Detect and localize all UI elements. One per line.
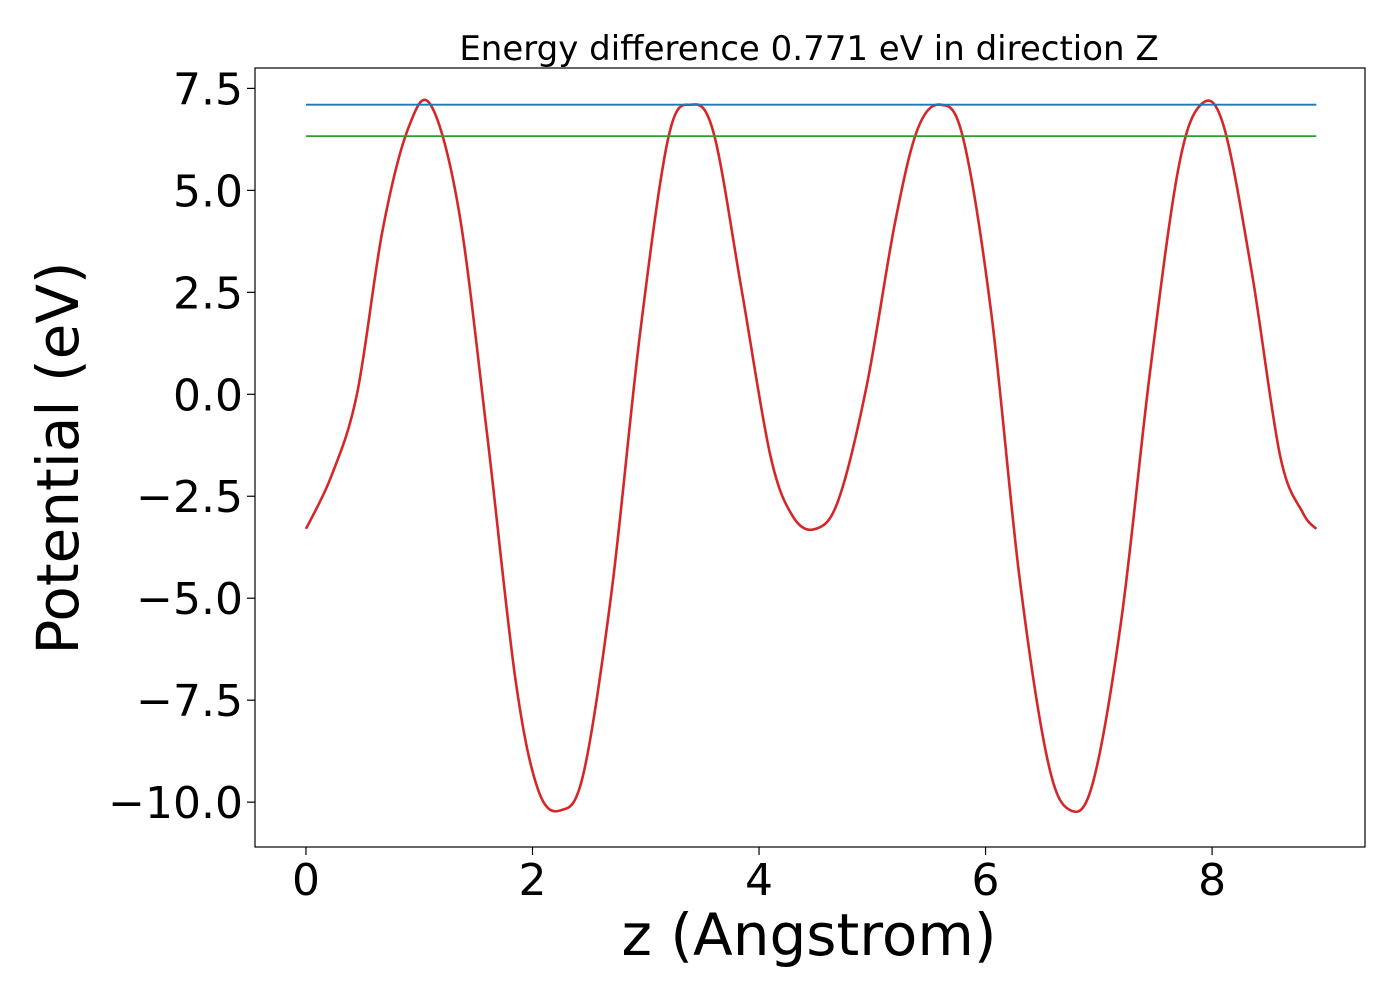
chart-title: Energy difference 0.771 eV in direction …: [459, 29, 1158, 69]
plot-frame: [254, 67, 1366, 848]
y-axis: −10.0 −7.5 −5.0 −2.5 0.0 2.5 5.0 7.5: [108, 64, 255, 829]
x-axis: 0 2 4 6 8: [292, 847, 1226, 906]
x-axis-label: z (Angstrom): [622, 901, 997, 969]
y-axis-label: Potential (eV): [24, 261, 92, 654]
y-tick-label: 2.5: [173, 268, 243, 319]
x-tick-label: 6: [972, 855, 1000, 906]
y-tick-label: 0.0: [173, 370, 243, 421]
y-tick-label: −5.0: [136, 574, 243, 625]
y-tick-label: −10.0: [108, 778, 243, 829]
y-tick-label: 5.0: [173, 166, 243, 217]
y-tick-label: 7.5: [173, 64, 243, 115]
x-tick-label: 0: [292, 855, 320, 906]
y-tick-label: −7.5: [136, 676, 243, 727]
y-tick-label: −2.5: [136, 472, 243, 523]
series-layer: [304, 98, 1318, 814]
x-tick-label: 2: [519, 855, 547, 906]
x-tick-label: 8: [1198, 855, 1226, 906]
x-tick-label: 4: [745, 855, 773, 906]
potential-line: [304, 98, 1318, 814]
